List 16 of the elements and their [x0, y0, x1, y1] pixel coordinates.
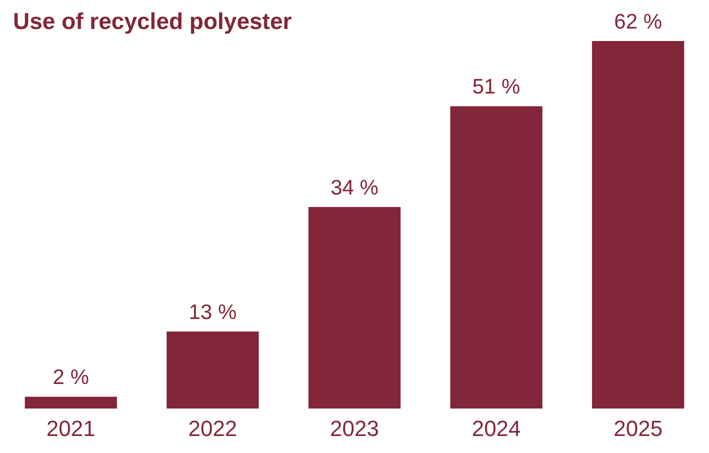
- x-tick-label: 2023: [330, 416, 379, 441]
- bar: [166, 332, 259, 409]
- chart-title: Use of recycled polyester: [13, 8, 292, 35]
- bar: [24, 396, 117, 409]
- bar: [450, 106, 542, 409]
- x-tick-label: 2025: [614, 416, 663, 441]
- bar: [592, 41, 684, 409]
- x-tick-label: 2021: [46, 416, 96, 441]
- data-label: 62 %: [614, 10, 662, 34]
- bar: [308, 207, 401, 409]
- x-tick-label: 2022: [188, 416, 238, 441]
- data-label: 51 %: [472, 76, 520, 99]
- x-tick-label: 2024: [472, 416, 521, 441]
- data-label: 34 %: [330, 176, 378, 200]
- data-label: 13 %: [188, 300, 237, 324]
- data-label: 2 %: [52, 366, 89, 390]
